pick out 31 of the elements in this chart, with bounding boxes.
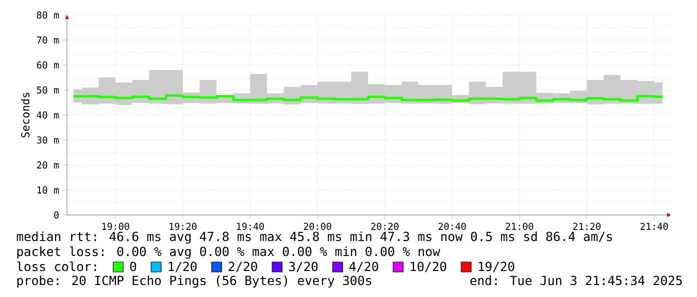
y-tick-label: 10 m xyxy=(37,186,59,194)
x-tick-label: 20:20 xyxy=(371,222,399,230)
x-tick-label: 21:40 xyxy=(640,222,668,230)
legend-label: 0 xyxy=(130,262,136,272)
text: end: Tue Jun 3 21:45:34 2025 xyxy=(470,276,682,286)
legend-label: 4/20 xyxy=(349,262,378,272)
legend-label: 10/20 xyxy=(410,262,446,272)
x-tick-label: 19:00 xyxy=(102,222,130,230)
y-tick-label: 0 xyxy=(54,211,59,219)
y-tick-label: 20 m xyxy=(37,161,59,169)
legend-label: 2/20 xyxy=(228,262,258,272)
text: probe: 20 ICMP Echo Pings (56 Bytes) every 300s xyxy=(17,276,372,288)
y-tick-label: 50 m xyxy=(37,86,59,94)
y-axis-title: Seconds xyxy=(20,92,30,138)
legend-label: 3/20 xyxy=(289,262,318,272)
y-tick-label: 40 m xyxy=(36,111,59,119)
x-tick-label: 19:40 xyxy=(237,222,264,230)
y-tick-label: 70 m xyxy=(36,36,59,44)
legend-label: 19/20 xyxy=(478,262,514,272)
x-tick-label: 21:20 xyxy=(573,222,601,230)
text: median rtt: 46.6 ms avg 47.8 ms max 45.8 ms min 47.3 ms now 0.5 ms sd 86.4 am/s xyxy=(16,232,612,244)
x-tick-label: 20:00 xyxy=(304,222,332,230)
x-tick-label: 19:20 xyxy=(170,222,196,230)
x-tick-label: 20:40 xyxy=(438,222,466,230)
y-tick-label: 80 m xyxy=(36,11,59,19)
x-tick-label: 21:00 xyxy=(506,222,534,230)
legend-label: 1/20 xyxy=(168,262,197,272)
legend-title: loss color: xyxy=(17,261,96,272)
text: packet loss: 0.00 % avg 0.00 % max 0.00 % min 0.00 % now xyxy=(17,246,440,259)
y-tick-label: 30 m xyxy=(36,136,59,144)
y-tick-label: 60 m xyxy=(36,61,59,69)
